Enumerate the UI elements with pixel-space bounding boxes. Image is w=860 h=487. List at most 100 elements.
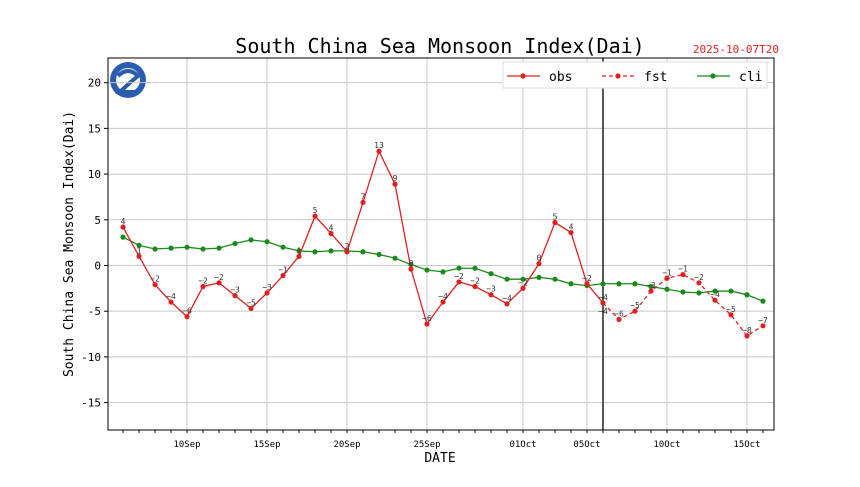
cli-point (152, 246, 158, 252)
obs-data-label: −2 (198, 277, 208, 286)
cli-point (648, 283, 654, 290)
x-tick-label: 05Oct (573, 440, 600, 450)
obs-data-label: 9 (393, 174, 398, 183)
obs-point (120, 224, 126, 230)
cli-point (728, 288, 734, 294)
obs-point (136, 253, 142, 259)
obs-point (472, 283, 478, 290)
cli-point (184, 244, 190, 250)
obs-data-label: −2 (214, 273, 224, 282)
plot-frame (107, 57, 775, 431)
y-tick-label: 15 (88, 122, 101, 135)
obs-point (504, 301, 510, 307)
obs-data-label: 2 (345, 242, 350, 251)
fst-point (760, 323, 766, 329)
fst-point (696, 280, 702, 286)
obs-point (296, 253, 302, 259)
cli-point (232, 240, 238, 247)
obs-data-label: 0 (409, 259, 414, 268)
fst-point (744, 333, 750, 339)
obs-point (360, 199, 366, 206)
obs-data-label: −2 (518, 278, 528, 287)
obs-data-label: −6 (182, 307, 192, 316)
legend-obs-label: obs (549, 70, 572, 85)
obs-point (568, 229, 574, 236)
obs-data-label: −4 (438, 292, 448, 301)
fst-data-label: −7 (758, 316, 768, 325)
fst-data-label: −4 (710, 290, 720, 299)
obs-point (424, 321, 430, 327)
y-tick-label: 5 (94, 214, 101, 227)
x-tick-label: 25Sep (413, 440, 440, 450)
obs-data-label: 13 (374, 141, 384, 150)
obs-point (536, 261, 542, 267)
legend-fst-label: fst (644, 70, 667, 85)
obs-point (216, 280, 222, 286)
obs-point (488, 292, 494, 298)
timestamp: 2025-10-07T20 (693, 43, 779, 56)
legend-box (502, 61, 768, 89)
obs-data-label: 4 (121, 217, 126, 226)
obs-point (152, 282, 158, 288)
cli-point (600, 281, 606, 287)
cli-point (696, 290, 702, 296)
cli-point (472, 265, 478, 271)
cli-point (424, 267, 430, 273)
cli-point (360, 249, 366, 255)
fst-point (632, 308, 638, 314)
obs-data-label: −4 (598, 293, 608, 302)
cli-point (664, 286, 670, 292)
cli-point (392, 255, 398, 261)
cli-point (168, 245, 174, 251)
obs-data-label: 1 (297, 246, 302, 255)
obs-point (200, 283, 206, 290)
obs-data-label: 1 (137, 246, 142, 255)
fst-data-label: −8 (742, 326, 752, 335)
legend-cli-marker (710, 73, 716, 79)
obs-data-label: −2 (150, 275, 160, 284)
obs-data-label: 4 (569, 223, 574, 232)
obs-line (122, 149, 604, 326)
cli-point (488, 271, 494, 277)
fst-data-label: −1 (662, 268, 672, 277)
x-tick-label: 15Sep (253, 440, 280, 450)
obs-data-label: −3 (230, 286, 240, 295)
x-tick-label: 15Oct (733, 440, 760, 450)
obs-data-label: 0 (537, 254, 542, 263)
cli-point (328, 248, 334, 254)
cli-point (760, 298, 766, 304)
obs-data-label: 7 (361, 192, 366, 201)
fst-data-label: −4 (598, 307, 608, 316)
cli-point (632, 281, 638, 287)
x-tick-label: 10Oct (653, 440, 680, 450)
cli-point (280, 244, 286, 250)
cli-point (136, 242, 142, 248)
fst-data-label: −5 (630, 301, 640, 310)
obs-point (376, 148, 382, 154)
obs-data-label: −4 (502, 294, 512, 303)
y-tick-label: -10 (81, 351, 101, 364)
obs-point (264, 290, 270, 296)
obs-data-label: −2 (582, 274, 592, 283)
fst-point (616, 316, 622, 323)
obs-data-label: 5 (313, 206, 318, 215)
x-axis-label: DATE (424, 451, 455, 466)
cli-point (552, 276, 558, 282)
fst-point (664, 275, 670, 281)
cli-point (120, 234, 126, 240)
obs-data-label: −2 (470, 277, 480, 286)
cli-point (568, 281, 574, 287)
obs-data-label: −2 (454, 272, 464, 281)
obs-point (408, 266, 414, 272)
fst-point (648, 288, 654, 294)
obs-point (328, 230, 334, 237)
legend-obs-marker (520, 73, 526, 79)
cli-point (264, 239, 270, 245)
fst-data-label: −3 (646, 281, 656, 290)
obs-point (392, 181, 398, 187)
cli-point (456, 265, 462, 271)
cli-point (744, 292, 750, 298)
obs-data-label: −3 (486, 285, 496, 294)
